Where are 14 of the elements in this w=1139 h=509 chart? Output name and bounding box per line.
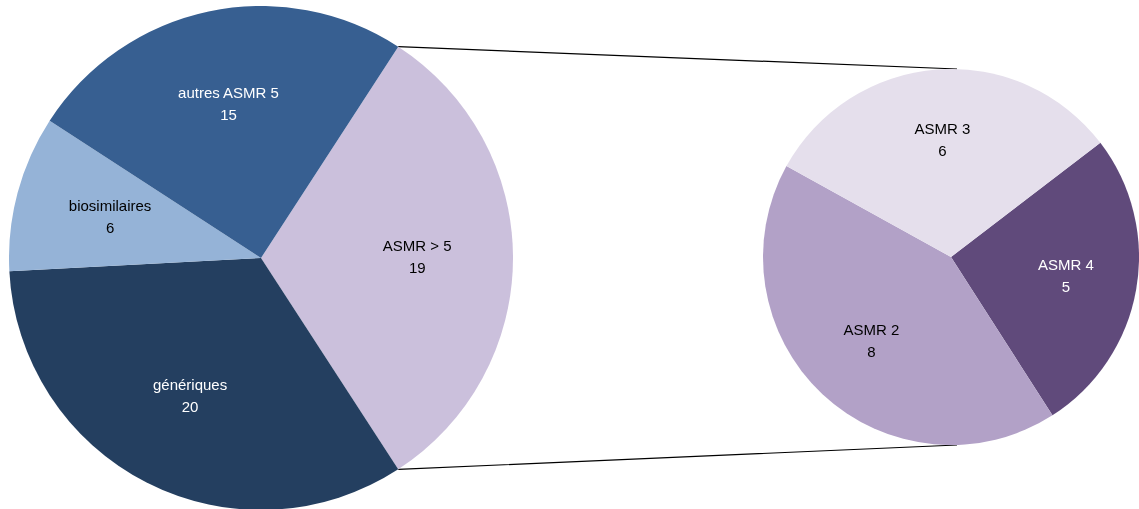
slice-label: ASMR > 5	[382, 237, 452, 255]
data-label: 19	[408, 259, 426, 277]
slice-label: biosimilaires	[68, 196, 152, 214]
data-label: 5	[1061, 278, 1070, 296]
slice-label: ASMR 2	[843, 321, 900, 339]
data-label: 6	[938, 141, 947, 159]
slice-label: autres ASMR 5	[178, 84, 279, 102]
slice-label: ASMR 4	[1037, 256, 1094, 274]
data-label: 6	[105, 218, 115, 236]
slice-label: ASMR 3	[914, 119, 971, 137]
data-label: 15	[220, 106, 237, 124]
slice-label: génériques	[152, 376, 228, 394]
data-label: 20	[181, 398, 199, 416]
data-label: 8	[867, 343, 876, 361]
